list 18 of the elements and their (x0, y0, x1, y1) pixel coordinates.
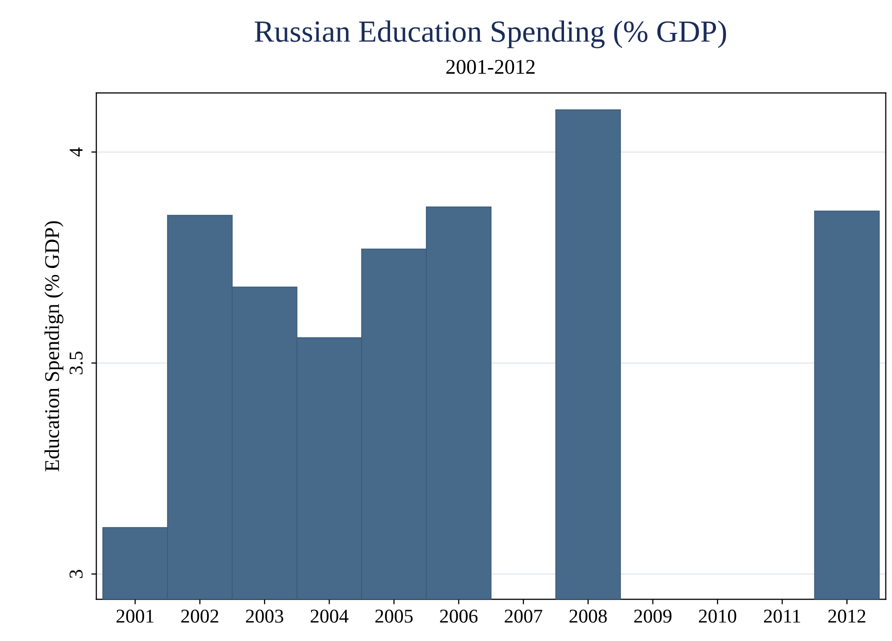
x-tick-label: 2002 (181, 610, 218, 623)
x-tick-label: 2005 (375, 610, 413, 623)
y-tick-label: 3.5 (70, 352, 83, 374)
x-tick-label: 2001 (116, 610, 154, 623)
x-tick-label: 2012 (828, 610, 866, 623)
x-tick-label: 2003 (246, 610, 284, 623)
x-tick-label: 2009 (634, 610, 672, 623)
x-tick-label: 2011 (764, 610, 800, 623)
y-axis-title: Education Spendign (% GDP) (44, 221, 64, 472)
x-tick-label: 2010 (698, 610, 736, 623)
x-tick-label: 2008 (570, 610, 607, 623)
x-tick-label: 2007 (504, 610, 542, 623)
y-tick-label: 3 (70, 570, 83, 578)
chart-title: Russian Education Spending (% GDP) (254, 20, 726, 48)
x-tick-label: 2004 (310, 610, 348, 623)
chart-subtitle: 2001-2012 (446, 60, 535, 74)
x-tick-label: 2006 (440, 610, 478, 623)
y-tick-label: 4 (70, 147, 82, 157)
